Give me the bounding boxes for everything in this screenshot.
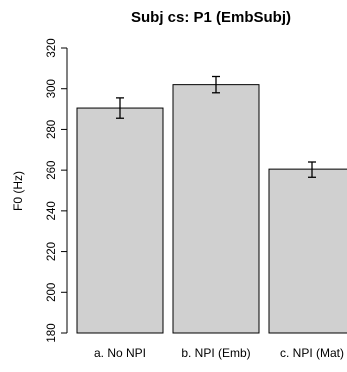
y-tick-label: 200: [46, 283, 58, 302]
y-tick-label: 220: [46, 242, 58, 261]
category-label: c. NPI (Mat): [280, 346, 344, 360]
y-tick-label: 300: [46, 79, 58, 98]
bars-group: [76, 75, 347, 334]
chart-title: Subj cs: P1 (EmbSubj): [131, 9, 291, 26]
category-label: b. NPI (Emb): [181, 346, 250, 360]
x-axis-labels: a. No NPI b. NPI (Emb) c. NPI (Mat): [94, 346, 344, 360]
y-axis-label: F0 (Hz): [11, 171, 25, 211]
y-tick-label: 280: [46, 120, 58, 139]
bar: [268, 168, 347, 334]
y-tick-label: 240: [46, 201, 58, 220]
y-tick-label: 260: [46, 161, 58, 180]
y-tick-label: 180: [46, 323, 58, 342]
bar: [76, 107, 164, 334]
category-label: a. No NPI: [94, 346, 146, 360]
y-axis: 180 200 220 240 260 280 300 320: [46, 38, 68, 343]
bar: [172, 84, 260, 334]
y-tick-label: 320: [46, 38, 58, 57]
